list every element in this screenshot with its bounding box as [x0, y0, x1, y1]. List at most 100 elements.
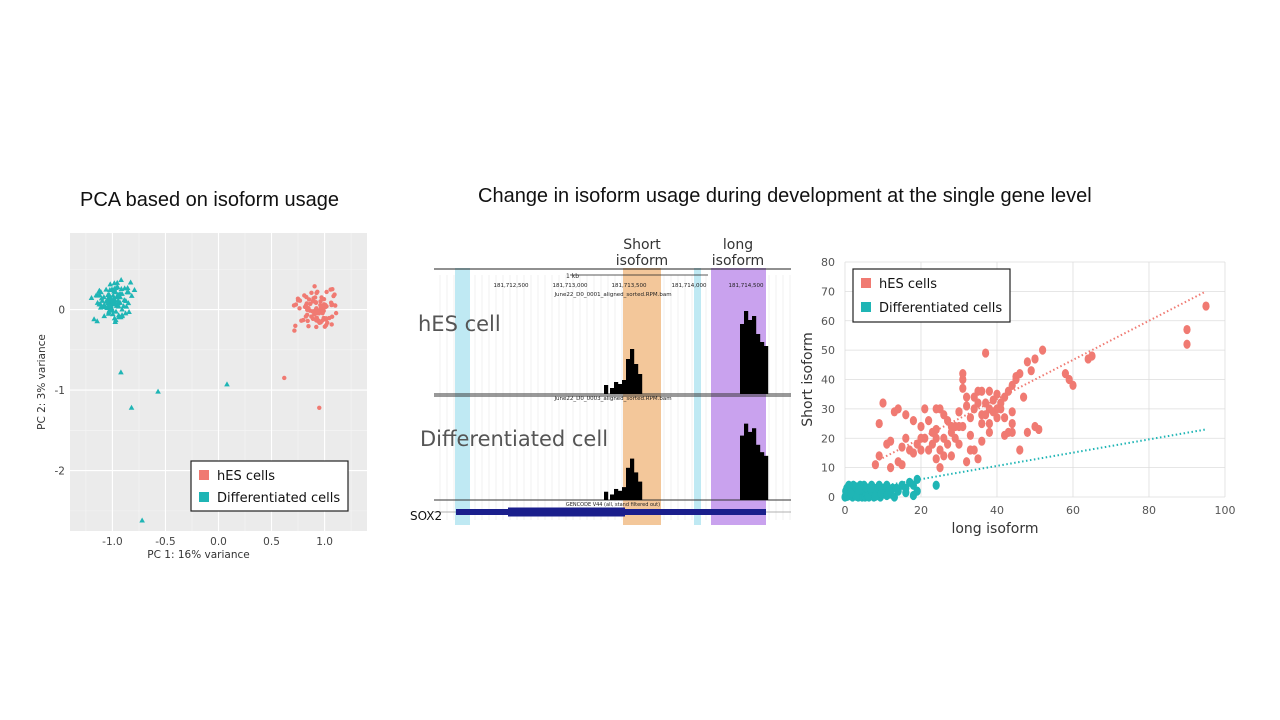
pca-point-hes: [318, 299, 323, 304]
coverage-bar: [752, 316, 757, 394]
pca-point-differentiated: [118, 369, 124, 375]
pca-point-hes: [310, 298, 316, 304]
pca-point-hes: [306, 305, 311, 311]
coverage-bar: [752, 428, 757, 500]
pca-point-hes: [321, 296, 327, 302]
sample-label-hes: hES cell: [418, 312, 501, 336]
pca-point-differentiated: [117, 294, 124, 300]
pca-point-differentiated: [105, 303, 111, 309]
isoform-point-hes: [1023, 357, 1031, 367]
isoform-point-hes: [982, 410, 990, 420]
isoform-point-hes: [1008, 418, 1016, 429]
legend-label: hES cells: [879, 277, 937, 292]
isoform-point-hes: [1069, 380, 1077, 390]
coverage-bar: [618, 384, 623, 394]
isoform-point-differentiated: [867, 483, 875, 493]
y-tick-label: 0: [828, 491, 835, 504]
isoform-point-hes: [932, 454, 940, 464]
isoform-band-label: Short: [623, 237, 661, 253]
x-tick-label: 1.0: [316, 536, 333, 548]
pca-point-differentiated: [224, 381, 230, 387]
isoform-point-hes: [871, 460, 879, 470]
pca-point-hes: [329, 302, 334, 308]
legend-label: Differentiated cells: [879, 301, 1002, 316]
coordinate-label: 181,713,000: [553, 283, 588, 289]
y-tick-label: -1: [55, 385, 65, 397]
isoform-point-hes: [1183, 324, 1191, 335]
isoform-point-hes: [955, 421, 963, 432]
isoform-point-hes: [966, 413, 974, 423]
isoform-point-hes: [932, 404, 940, 414]
isoform-point-differentiated: [902, 487, 910, 498]
pca-point-differentiated: [107, 286, 113, 292]
sample-label-differentiated: Differentiated cell: [420, 427, 608, 451]
isoform-point-hes: [925, 416, 933, 426]
isoform-point-hes: [940, 433, 948, 443]
isoform-point-hes: [917, 421, 925, 432]
x-tick-label: 0.0: [210, 536, 227, 548]
legend-swatch: [861, 302, 871, 312]
isoform-point-hes: [928, 439, 936, 449]
isoform-point-hes: [966, 445, 974, 455]
isoform-point-hes: [875, 418, 883, 429]
pca-point-differentiated: [128, 404, 135, 410]
pca-point-hes: [303, 302, 309, 308]
pca-point-hes: [282, 375, 287, 381]
pca-point-differentiated: [110, 311, 116, 317]
pca-point-differentiated: [131, 286, 138, 292]
coverage-bar: [634, 472, 639, 500]
pca-point-hes: [314, 306, 319, 312]
x-axis-label: PC 1: 16% variance: [147, 549, 249, 561]
pca-point-hes: [314, 324, 319, 330]
isoform-point-hes: [993, 404, 1001, 414]
coverage-bar: [744, 311, 749, 394]
isoform-point-differentiated: [932, 480, 940, 490]
y-tick-label: 0: [58, 305, 65, 317]
coverage-bar: [604, 385, 609, 394]
coverage-bar: [748, 320, 753, 394]
pca-point-differentiated: [101, 302, 107, 308]
pca-point-differentiated: [110, 292, 116, 298]
pca-point-differentiated: [125, 289, 132, 295]
isoform-point-hes: [1202, 301, 1210, 311]
pca-point-differentiated: [120, 303, 127, 309]
pca-point-differentiated: [106, 309, 112, 315]
coverage-bar: [748, 431, 753, 500]
isoform-point-hes: [947, 421, 955, 432]
pca-point-hes: [299, 318, 304, 323]
isoform-point-hes: [1183, 339, 1191, 349]
y-tick-label: 10: [821, 462, 835, 475]
pca-point-differentiated: [101, 313, 108, 319]
pca-point-hes: [308, 301, 313, 307]
isoform-point-hes: [875, 451, 883, 461]
pca-point-hes: [306, 323, 311, 329]
pca-point-differentiated: [91, 316, 97, 322]
gene-label: SOX2: [410, 509, 442, 523]
isoform-point-hes: [985, 427, 993, 437]
coverage-bar: [622, 380, 627, 394]
isoform-point-hes: [1008, 407, 1016, 417]
pca-point-hes: [317, 405, 322, 410]
isoform-point-differentiated: [871, 491, 879, 502]
coverage-bar: [626, 467, 631, 500]
coverage-bar: [764, 455, 769, 500]
isoform-point-hes: [940, 451, 948, 461]
y-axis-label: Short isoform: [800, 332, 816, 426]
y-tick-label: 70: [821, 285, 835, 298]
pca-point-differentiated: [96, 292, 103, 298]
isoform-point-hes: [985, 386, 993, 396]
isoform-point-hes: [1035, 424, 1043, 435]
coverage-bar: [610, 388, 615, 394]
x-tick-label: 100: [1215, 504, 1236, 517]
legend-swatch: [861, 278, 871, 288]
y-tick-label: 40: [821, 374, 835, 387]
coverage-bar: [760, 342, 765, 394]
pca-point-hes: [328, 287, 333, 292]
pca-point-differentiated: [115, 303, 122, 309]
x-tick-label: 60: [1066, 504, 1080, 517]
isoform-point-hes: [989, 395, 997, 405]
pca-point-hes: [312, 295, 318, 300]
y-tick-label: 30: [821, 403, 835, 416]
coordinate-label: 181,714,000: [672, 283, 707, 289]
pca-point-hes: [333, 303, 338, 308]
